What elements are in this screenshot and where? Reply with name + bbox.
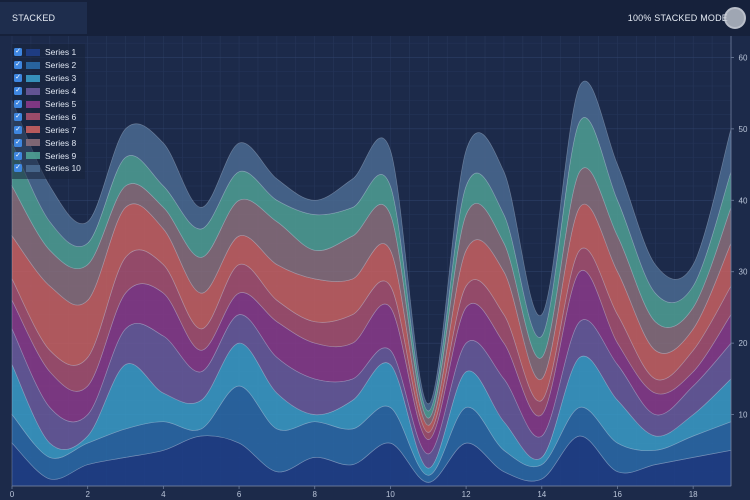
y-axis: 10 20 30 40 50 60 (730, 36, 748, 486)
x-tick-label: 12 (462, 490, 471, 499)
legend-label: Series 1 (45, 47, 77, 58)
legend-label: Series 8 (45, 137, 77, 148)
legend-swatch (26, 61, 40, 69)
area-series-10 (11, 80, 732, 412)
y-tick-label: 40 (739, 196, 748, 205)
legend-swatch (26, 48, 40, 56)
y-tick-label: 60 (739, 53, 748, 62)
legend-swatch (26, 100, 40, 108)
legend-item-series-8[interactable]: ✓ Series 8 (14, 136, 81, 149)
legend-swatch (26, 87, 40, 95)
legend-checkbox[interactable]: ✓ (14, 138, 22, 147)
toolbar: STACKED MODE 100% STACKED MODE (0, 0, 750, 55)
x-tick-label: 0 (10, 490, 15, 499)
y-tick-label: 50 (739, 125, 748, 134)
x-axis: 0 2 4 6 8 10 12 14 16 18 (10, 485, 731, 499)
legend-item-series-5[interactable]: ✓ Series 5 (14, 98, 81, 111)
legend-checkbox[interactable]: ✓ (14, 112, 22, 121)
legend-checkbox[interactable]: ✓ (14, 61, 22, 70)
legend: ✓ Series 1 ✓ Series 2 ✓ Series 3 ✓ Series 4 ✓ Ser… (12, 44, 85, 179)
stacked-area-chart: 0 2 4 6 8 10 12 14 16 18 10 20 30 40 50 60 (0, 36, 750, 500)
y-tick-label: 30 (739, 268, 748, 277)
chart-areas (11, 80, 732, 487)
legend-item-series-9[interactable]: ✓ Series 9 (14, 149, 81, 162)
x-tick-label: 10 (386, 490, 395, 499)
legend-swatch (26, 74, 40, 82)
legend-item-series-1[interactable]: ✓ Series 1 (14, 46, 81, 59)
legend-checkbox[interactable]: ✓ (14, 164, 22, 173)
legend-label: Series 6 (45, 111, 77, 122)
y-tick-label: 10 (739, 411, 748, 420)
x-tick-label: 8 (313, 490, 318, 499)
legend-swatch (26, 139, 40, 147)
legend-label: Series 7 (45, 124, 77, 135)
legend-item-series-6[interactable]: ✓ Series 6 (14, 110, 81, 123)
x-tick-label: 2 (85, 490, 90, 499)
legend-item-series-10[interactable]: ✓ Series 10 (14, 162, 81, 175)
mode-toggle-knob[interactable] (724, 7, 746, 29)
legend-label: Series 4 (45, 86, 77, 97)
legend-item-series-2[interactable]: ✓ Series 2 (14, 59, 81, 72)
legend-checkbox[interactable]: ✓ (14, 100, 22, 108)
legend-label: Series 3 (45, 73, 77, 84)
x-tick-label: 4 (161, 490, 166, 499)
stacked-mode-button[interactable]: STACKED MODE (0, 2, 87, 55)
legend-item-series-3[interactable]: ✓ Series 3 (14, 72, 81, 85)
x-tick-label: 18 (689, 490, 698, 499)
percent-stacked-mode-button[interactable]: 100% STACKED MODE (627, 13, 728, 23)
x-tick-label: 6 (237, 490, 242, 499)
x-tick-label: 16 (613, 490, 622, 499)
legend-swatch (26, 152, 40, 160)
legend-label: Series 2 (45, 60, 77, 71)
legend-checkbox[interactable]: ✓ (14, 74, 22, 83)
legend-label: Series 5 (45, 99, 77, 109)
y-tick-label: 20 (739, 339, 748, 348)
legend-label: Series 9 (45, 150, 77, 161)
legend-checkbox[interactable]: ✓ (14, 125, 22, 134)
legend-checkbox[interactable]: ✓ (14, 151, 22, 160)
legend-swatch (26, 164, 40, 172)
legend-item-series-7[interactable]: ✓ Series 7 (14, 123, 81, 136)
legend-item-series-4[interactable]: ✓ Series 4 (14, 85, 81, 98)
legend-checkbox[interactable]: ✓ (14, 48, 22, 57)
legend-checkbox[interactable]: ✓ (14, 87, 22, 96)
legend-swatch (26, 113, 40, 121)
legend-label: Series 10 (45, 163, 81, 174)
legend-swatch (26, 126, 40, 134)
x-tick-label: 14 (537, 490, 546, 499)
